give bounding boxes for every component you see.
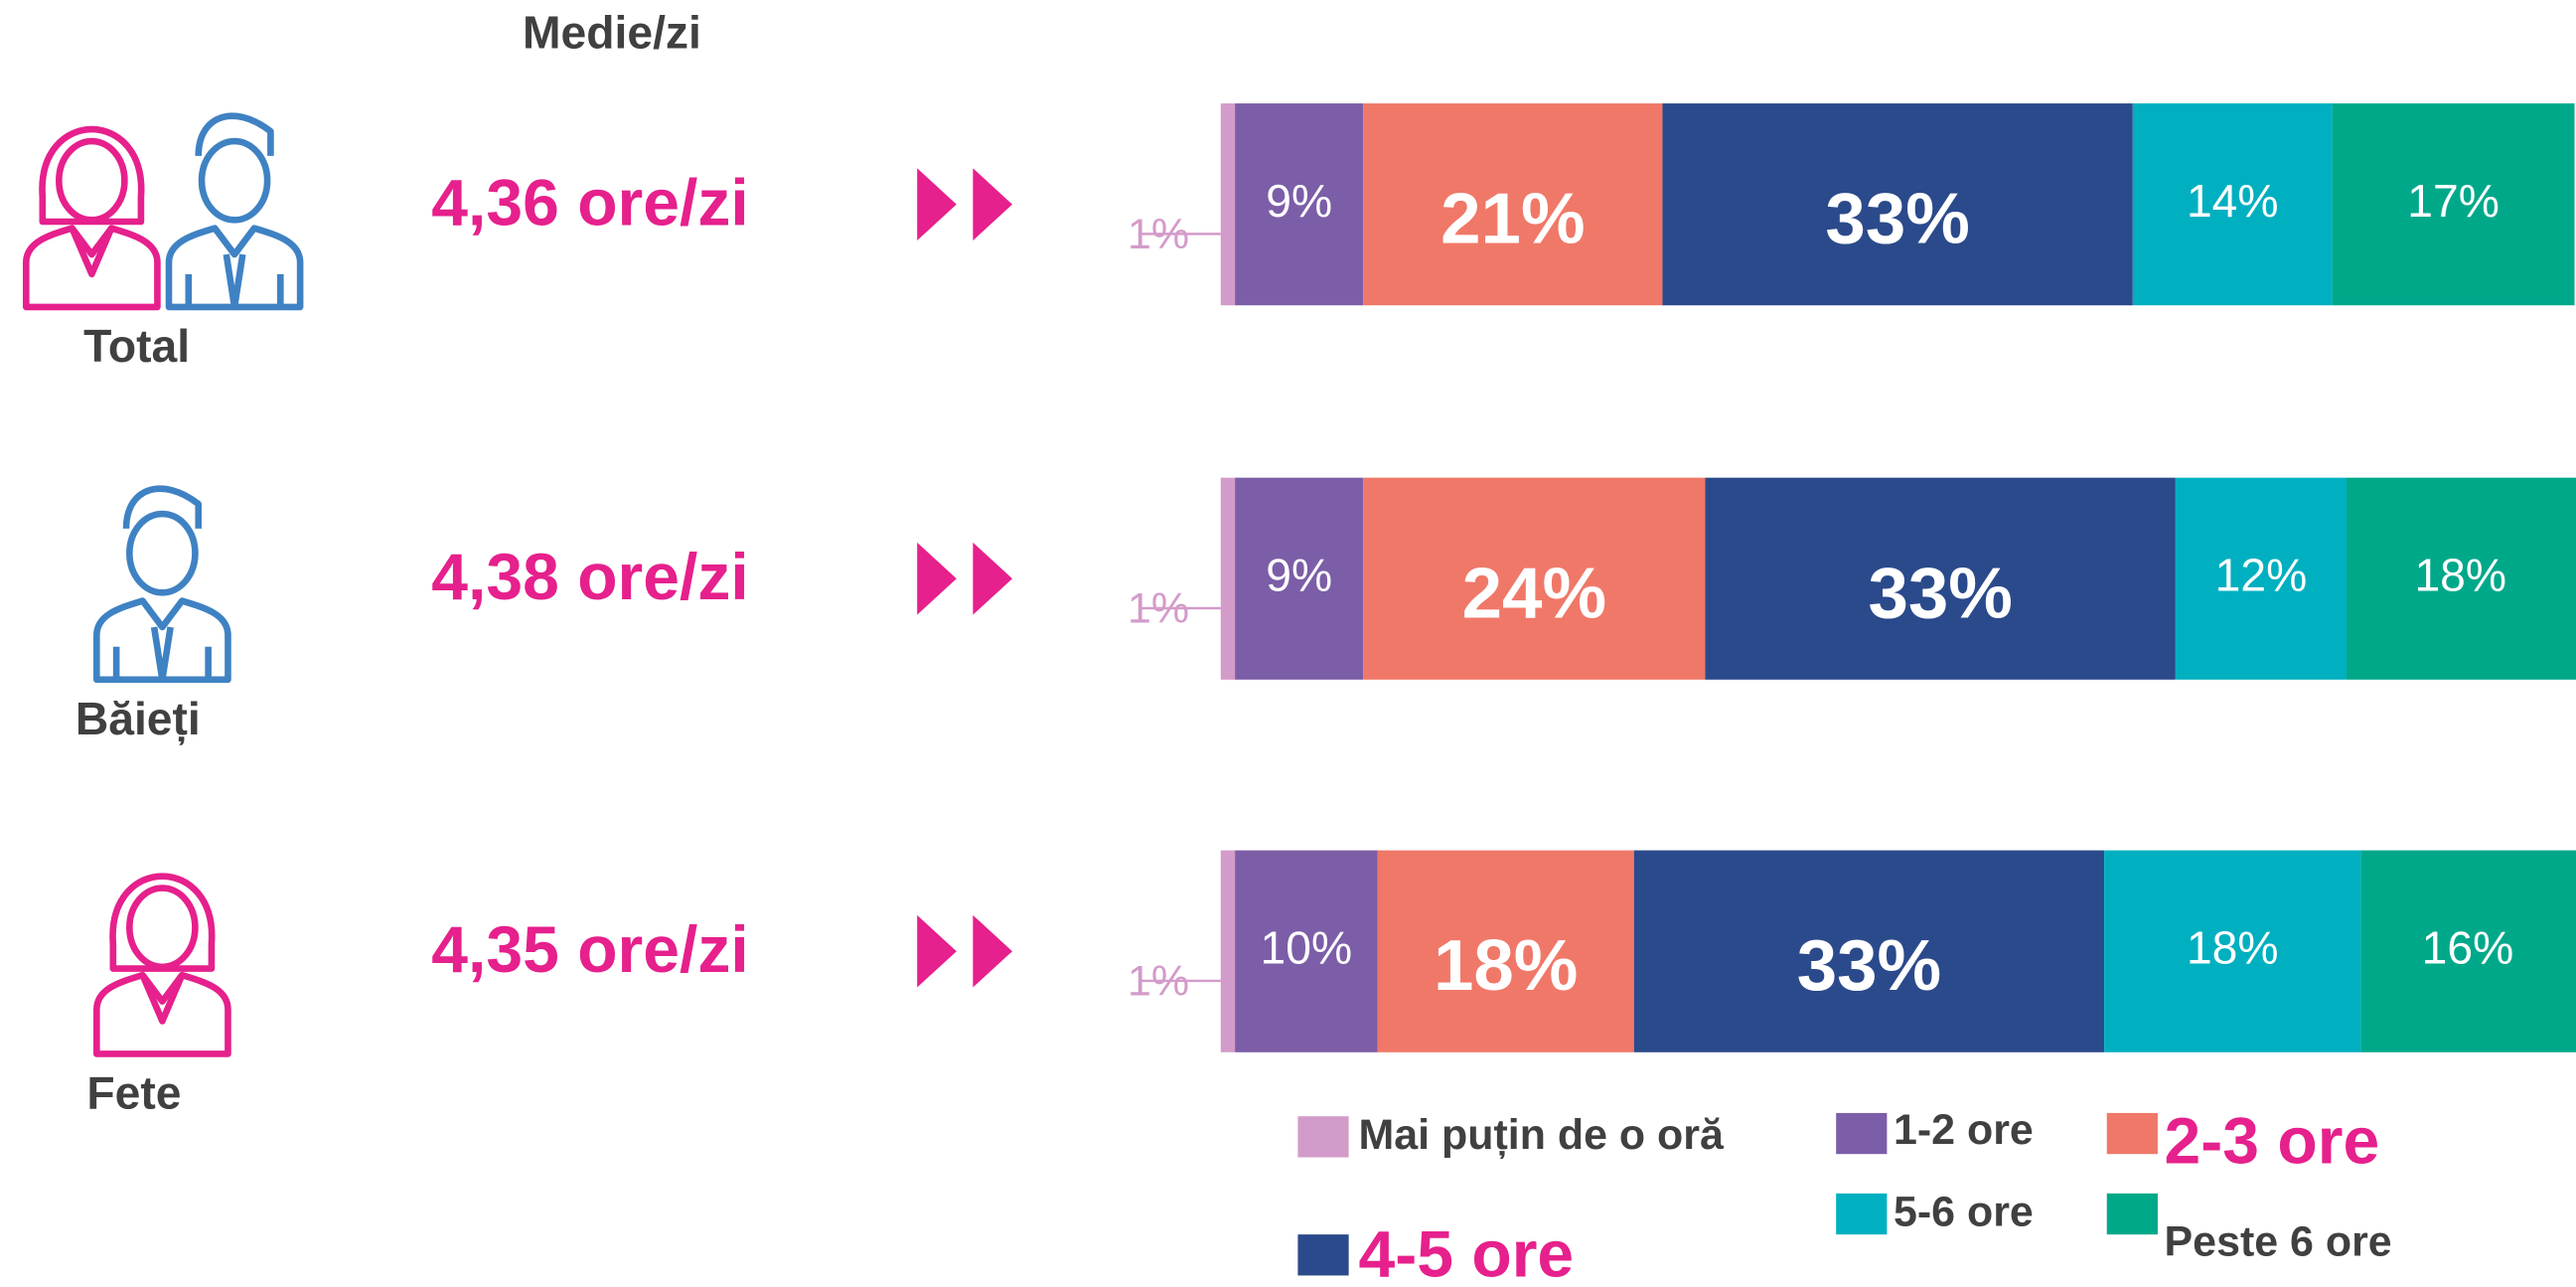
value-label: 1% (1128, 211, 1189, 258)
legend-label: 1-2 ore (1894, 1106, 2034, 1154)
value-label: 10% (1261, 921, 1353, 973)
category-label: Băieți (76, 693, 201, 745)
value-label: 17% (2407, 175, 2500, 227)
bar-segment (1220, 477, 1236, 680)
header: Medie/zi (523, 7, 701, 59)
value-label: 18% (2187, 921, 2279, 973)
value-label: 18% (2414, 549, 2506, 600)
female-icon (96, 877, 227, 1054)
value-label: 24% (1462, 553, 1606, 633)
bar-segment (2346, 477, 2576, 680)
category-label: Total (83, 320, 190, 372)
legend-label: 5-6 ore (1894, 1189, 2034, 1236)
arrow (917, 168, 1012, 241)
value-label: 33% (1825, 179, 1969, 259)
bar-segment (2360, 850, 2576, 1052)
legend-swatch (1836, 1193, 1888, 1235)
category-label: Fete (86, 1067, 181, 1119)
average-label: 4,35 ore/zi (431, 913, 748, 987)
value-label: 1% (1128, 585, 1189, 633)
male-icon (169, 116, 300, 307)
bar-segment (1220, 850, 1236, 1052)
value-label: 18% (1434, 925, 1578, 1006)
value-label: 9% (1266, 175, 1332, 227)
bar-segment (2132, 103, 2333, 306)
legend-swatch (2106, 1112, 2158, 1155)
bar-segment (1363, 477, 1706, 680)
value-label: 16% (2422, 921, 2514, 973)
legend-label: 2-3 ore (2165, 1104, 2380, 1178)
bar-segment (2175, 477, 2347, 680)
value-label: 12% (2215, 549, 2308, 600)
bar-segment (1633, 850, 2105, 1052)
female-icon (26, 129, 157, 307)
arrow (917, 914, 1012, 988)
legend-swatch (1836, 1112, 1888, 1155)
arrow (917, 542, 1012, 615)
bar-segment (2332, 103, 2575, 306)
legend-swatch (2106, 1193, 2158, 1235)
bar-segment (1363, 103, 1663, 306)
bar-segment (1662, 103, 2133, 306)
legend-label: Peste 6 ore (2165, 1217, 2392, 1265)
average-label: 4,36 ore/zi (431, 166, 748, 240)
legend-label: 4-5 ore (1359, 1217, 1575, 1287)
value-label: 1% (1128, 958, 1189, 1006)
legend-swatch (1297, 1116, 1349, 1158)
bar-segment (1220, 103, 1236, 306)
bar-segment (1235, 103, 1364, 306)
value-label: 33% (1868, 553, 2012, 633)
legend-swatch (1297, 1234, 1349, 1276)
bar-segment (1705, 477, 2176, 680)
male-icon (96, 489, 227, 680)
bar-segment (1235, 850, 1378, 1052)
average-label: 4,38 ore/zi (431, 541, 748, 614)
value-label: 9% (1266, 549, 1332, 600)
value-label: 14% (2187, 175, 2279, 227)
bar-segment (1235, 477, 1364, 680)
legend-label: Mai puțin de o oră (1359, 1111, 1725, 1159)
value-label: 21% (1440, 179, 1585, 259)
bar-segment (1377, 850, 1634, 1052)
bar-segment (2104, 850, 2361, 1052)
value-label: 33% (1797, 925, 1941, 1006)
